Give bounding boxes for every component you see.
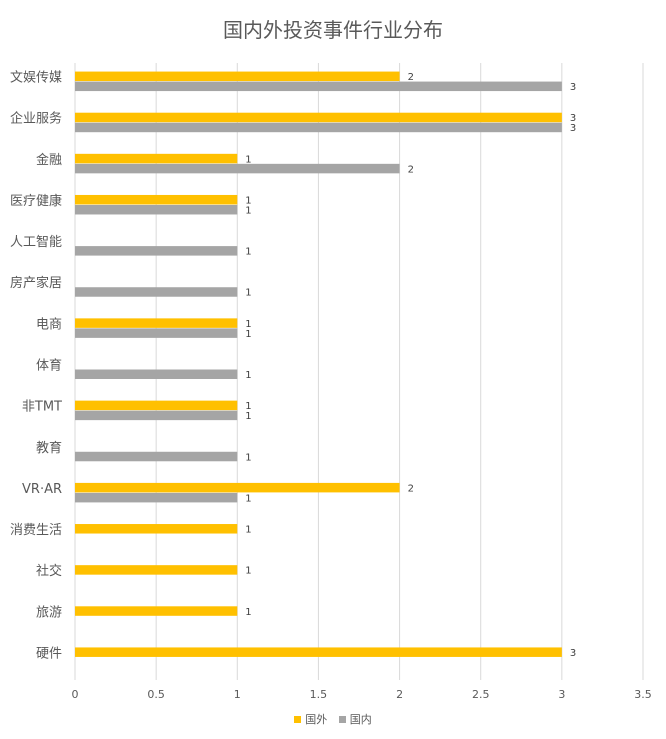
bar-overseas <box>75 400 238 411</box>
y-tick-label: 电商 <box>36 317 62 332</box>
y-tick-label: 文娱传媒 <box>10 71 62 86</box>
y-tick-label: 非TMT <box>22 400 62 415</box>
bar-domestic <box>75 287 238 297</box>
data-label: 1 <box>245 154 251 165</box>
legend-swatch-overseas <box>294 716 302 723</box>
bar-domestic <box>75 451 238 462</box>
bar-overseas <box>75 112 562 123</box>
bar-overseas <box>75 153 238 164</box>
x-tick-label: 3.5 <box>634 688 652 701</box>
bar-domestic <box>75 410 238 421</box>
bar-domestic <box>75 81 562 92</box>
bar-domestic <box>75 204 238 215</box>
y-tick-label: 房产家居 <box>10 275 62 291</box>
legend-item-overseas: 国外 <box>294 711 327 727</box>
data-label: 1 <box>245 525 251 536</box>
bar-overseas <box>75 524 238 534</box>
data-label: 3 <box>570 648 576 659</box>
y-tick-label: 企业服务 <box>10 111 62 127</box>
x-tick-label: 3 <box>558 688 565 701</box>
data-label: 2 <box>408 483 414 494</box>
bar-overseas <box>75 194 238 205</box>
data-label: 1 <box>245 411 251 422</box>
data-label: 1 <box>245 452 251 463</box>
data-label: 1 <box>245 607 251 618</box>
y-tick-label: 旅游 <box>36 605 62 620</box>
bar-overseas <box>75 606 238 616</box>
data-label: 1 <box>245 195 251 206</box>
bar-domestic <box>75 369 238 379</box>
legend: 国外 国内 <box>0 711 666 727</box>
chart-title: 国内外投资事件行业分布 <box>223 18 443 42</box>
bar-domestic <box>75 492 238 503</box>
data-label: 1 <box>245 288 251 299</box>
data-label: 3 <box>570 113 576 124</box>
data-label: 1 <box>245 566 251 577</box>
y-tick-label: 金融 <box>36 152 62 168</box>
legend-swatch-domestic <box>338 716 346 723</box>
x-tick-label: 2 <box>396 688 403 701</box>
x-tick-label: 0 <box>72 688 79 701</box>
x-tick-label: 1.5 <box>310 688 328 701</box>
x-tick-label: 0.5 <box>147 688 165 701</box>
data-label: 1 <box>245 329 251 340</box>
y-tick-label: 人工智能 <box>10 235 62 250</box>
y-tick-label: 医疗健康 <box>10 193 62 209</box>
bar-overseas <box>75 647 562 657</box>
data-label: 2 <box>408 72 414 83</box>
bar-domestic <box>75 328 238 338</box>
x-tick-label: 1 <box>234 688 241 701</box>
y-tick-label: 教育 <box>36 440 62 456</box>
data-label: 1 <box>245 247 251 258</box>
y-tick-label: 体育 <box>36 358 62 374</box>
data-label: 1 <box>245 370 251 381</box>
bar-overseas <box>75 565 238 575</box>
x-tick-label: 2.5 <box>472 688 490 701</box>
y-tick-label: 社交 <box>36 563 62 579</box>
legend-item-domestic: 国内 <box>338 711 372 727</box>
bar-overseas <box>75 318 238 328</box>
bar-domestic <box>75 163 400 174</box>
data-label: 1 <box>245 319 251 330</box>
y-tick-label: VR·AR <box>22 482 62 497</box>
bar-overseas <box>75 71 400 82</box>
bar-domestic <box>75 122 562 133</box>
data-label: 1 <box>245 401 251 412</box>
bar-domestic <box>75 246 238 256</box>
legend-label-domestic: 国内 <box>349 713 372 726</box>
data-label: 3 <box>570 82 576 93</box>
legend-label-overseas: 国外 <box>305 713 328 726</box>
y-tick-label: 硬件 <box>36 646 62 661</box>
data-label: 1 <box>245 493 251 504</box>
bar-overseas <box>75 482 400 493</box>
data-label: 2 <box>408 164 414 175</box>
data-label: 1 <box>245 205 251 216</box>
data-label: 3 <box>570 123 576 134</box>
y-tick-label: 消费生活 <box>10 523 62 538</box>
